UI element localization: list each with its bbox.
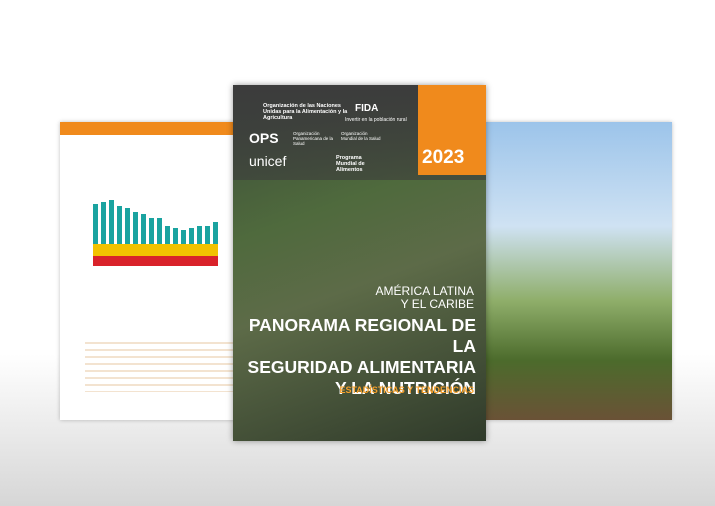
report-cover: Organización de las Naciones Unidas para… xyxy=(233,85,486,441)
mini-table xyxy=(85,337,235,392)
fida-logo: FIDA xyxy=(355,103,379,114)
title-line: SEGURIDAD ALIMENTARIA xyxy=(247,357,476,377)
oms-text: Organización Mundial de la Salud xyxy=(341,131,381,141)
page-header-bar xyxy=(60,122,235,135)
main-title: PANORAMA REGIONAL DE LA SEGURIDAD ALIMENT… xyxy=(233,315,476,399)
region-line: AMÉRICA LATINA xyxy=(375,284,474,298)
title-line: PANORAMA REGIONAL DE LA xyxy=(248,315,476,356)
title-line: Y LA NUTRICIÓN xyxy=(335,378,476,398)
ops-sub: Organización Panamericana de la Salud xyxy=(293,131,334,146)
mini-chart xyxy=(93,200,218,266)
report-inner-page xyxy=(60,122,235,420)
fida-tagline: Invertir en la población rural xyxy=(345,117,407,123)
ops-logo: OPS xyxy=(249,130,279,146)
fao-logo-text: Organización de las Naciones Unidas para… xyxy=(263,103,348,121)
region-line: Y EL CARIBE xyxy=(400,297,474,311)
unicef-logo: unicef xyxy=(249,153,287,169)
year-box: 2023 xyxy=(418,85,486,175)
region-title: AMÉRICA LATINA Y EL CARIBE xyxy=(376,285,474,311)
year: 2023 xyxy=(422,147,465,168)
subtitle: ESTADÍSTICAS Y TENDENCIAS xyxy=(339,385,474,395)
farmer-photo xyxy=(485,122,672,420)
wfp-logo: Programa Mundial de Alimentos xyxy=(336,155,365,173)
